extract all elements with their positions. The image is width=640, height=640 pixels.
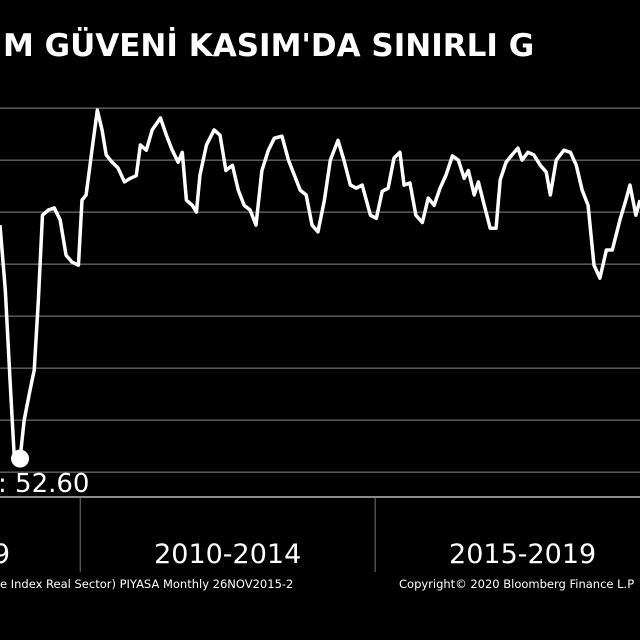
x-period-label: 2015-2019 (449, 539, 596, 570)
chart-title: M GÜVENİ KASIM'DA SINIRLI G (3, 27, 534, 64)
footer-source: e Index Real Sector) PIYASA Monthly 26NO… (0, 577, 293, 591)
x-period-label: 9 (0, 539, 10, 570)
x-period-label: 2010-2014 (154, 539, 301, 570)
annotation-marker (11, 449, 30, 468)
footer-copyright: Copyright© 2020 Bloomberg Finance L.P (399, 577, 634, 591)
annotation-label: : 52.60 (0, 469, 89, 499)
series-line (0, 108, 640, 461)
